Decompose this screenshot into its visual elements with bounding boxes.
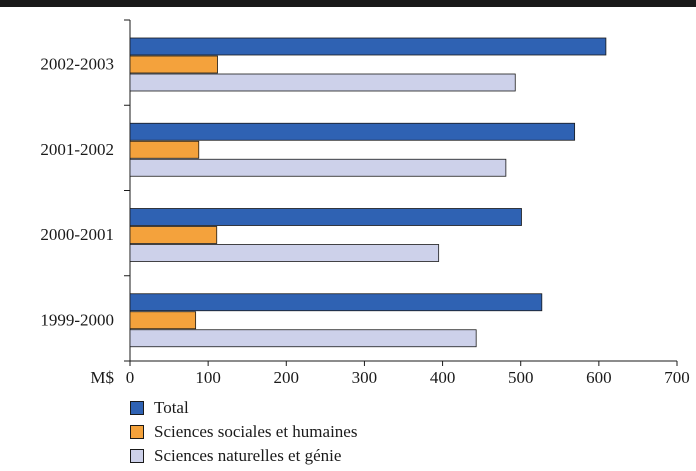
bars xyxy=(129,37,607,348)
x-tick-label: 500 xyxy=(508,368,534,387)
bar xyxy=(129,158,507,177)
bar xyxy=(129,73,516,92)
legend-swatch-natural-sciences xyxy=(130,449,144,463)
legend-label-total: Total xyxy=(154,398,189,417)
legend-label-natural-sciences: Sciences naturelles et génie xyxy=(154,446,342,465)
x-tick-label: 700 xyxy=(664,368,690,387)
labels: 0 100 200 300 400 500 600 700 M$ 2002-2003 2001-20… xyxy=(40,55,689,388)
legend-swatch-social-sciences xyxy=(130,425,144,439)
bar xyxy=(129,244,440,262)
bar-chart: 0 100 200 300 400 500 600 700 M$ 2002-2003 2001-20… xyxy=(40,19,690,388)
bar xyxy=(129,293,543,312)
legend: Total Sciences sociales et humaines Scie… xyxy=(130,396,357,468)
bar xyxy=(129,37,607,56)
bar xyxy=(129,55,218,74)
x-tick-label: 200 xyxy=(274,368,300,387)
bar xyxy=(129,122,576,141)
x-axis-label: M$ xyxy=(90,368,114,387)
bar xyxy=(129,208,522,226)
x-tick-label: 300 xyxy=(352,368,378,387)
bar xyxy=(129,140,200,159)
x-tick-label: 600 xyxy=(586,368,612,387)
legend-item-social-sciences: Sciences sociales et humaines xyxy=(130,420,357,444)
top-rule xyxy=(0,0,696,7)
legend-item-total: Total xyxy=(130,396,357,420)
x-tick-label: 400 xyxy=(430,368,456,387)
x-tick-label: 100 xyxy=(195,368,221,387)
category-label: 1999-2000 xyxy=(40,310,114,329)
x-tick-label: 0 xyxy=(126,368,135,387)
category-label: 2000-2001 xyxy=(40,225,114,244)
legend-item-natural-sciences: Sciences naturelles et génie xyxy=(130,444,357,468)
bar xyxy=(129,226,218,244)
legend-label-social-sciences: Sciences sociales et humaines xyxy=(154,422,358,441)
category-label: 2002-2003 xyxy=(40,55,114,74)
legend-swatch-total xyxy=(130,401,144,415)
bar xyxy=(129,311,197,330)
bar xyxy=(129,329,477,348)
category-label: 2001-2002 xyxy=(40,140,114,159)
